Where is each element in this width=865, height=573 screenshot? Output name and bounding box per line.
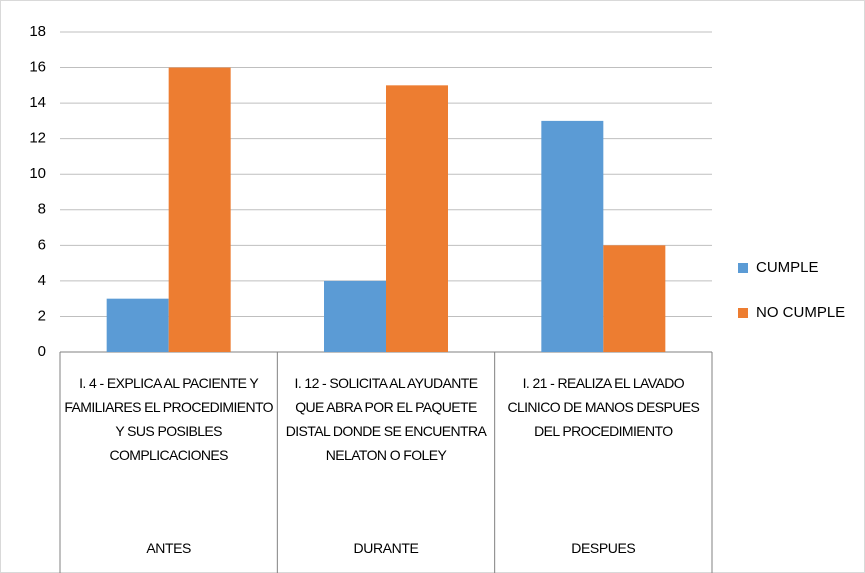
y-tick-label: 6	[38, 236, 46, 253]
bar	[168, 67, 231, 353]
bar	[106, 298, 169, 352]
legend-swatch	[738, 263, 748, 273]
y-tick-label: 0	[38, 343, 46, 360]
y-tick-label: 4	[38, 272, 46, 289]
x-tick-label: I. 12 - SOLICITA AL AYUDANTE QUE ABRA PO…	[285, 375, 487, 463]
y-tick-label: 12	[29, 130, 46, 147]
group-label: DESPUES	[571, 540, 636, 556]
legend-label: CUMPLE	[756, 259, 819, 276]
y-tick-label: 16	[29, 59, 46, 76]
legend-label: NO CUMPLE	[756, 304, 845, 321]
bar	[541, 120, 604, 352]
legend-swatch	[738, 308, 748, 318]
bar	[324, 280, 386, 352]
y-tick-label: 18	[29, 23, 46, 40]
group-label: ANTES	[146, 540, 191, 556]
x-tick-label: I. 4 - EXPLICA AL PACIENTE Y FAMILIARES …	[64, 375, 273, 463]
bar	[386, 85, 448, 352]
x-tick-label: I. 21 - REALIZA EL LAVADO CLINICO DE MAN…	[507, 375, 700, 439]
y-tick-label: 10	[29, 165, 46, 182]
group-label: DURANTE	[353, 540, 419, 556]
y-tick-label: 2	[38, 307, 46, 324]
y-tick-label: 8	[38, 201, 46, 218]
bar	[603, 245, 666, 352]
y-tick-label: 14	[29, 94, 46, 111]
